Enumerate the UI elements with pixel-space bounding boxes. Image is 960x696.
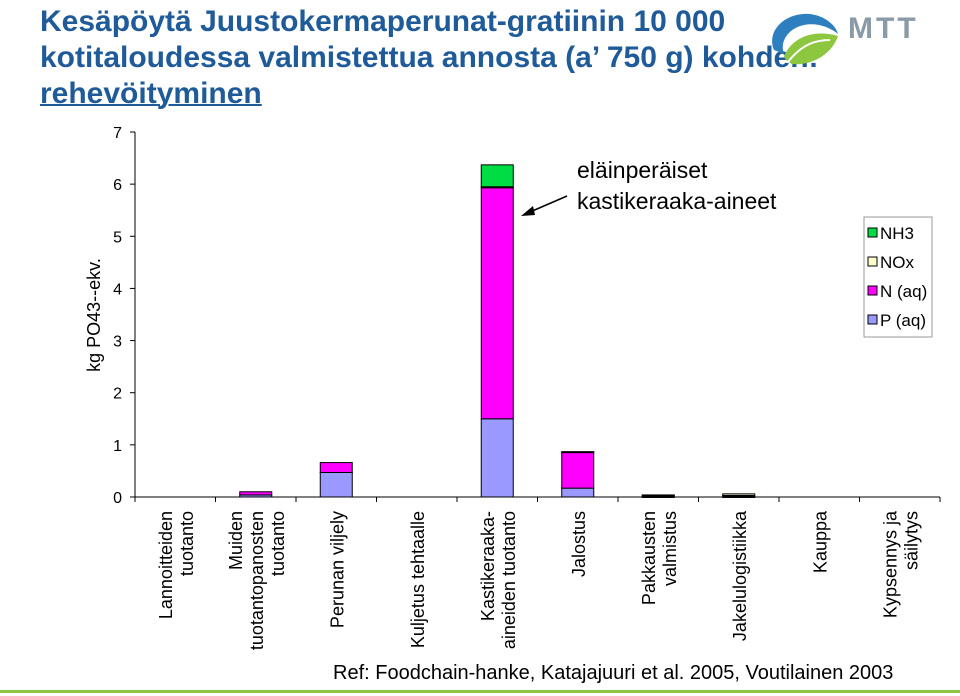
x-category-label: tuotanto — [268, 511, 288, 576]
title-line-2: kotitaloudessa valmistettua annosta (a’ … — [40, 41, 819, 74]
mtt-logo-text: MTT — [848, 12, 919, 45]
y-tick-label: 4 — [113, 281, 122, 298]
bar-segment-n-aq — [480, 187, 514, 420]
annotation-arrow-line — [529, 195, 568, 213]
y-tick-label: 1 — [113, 438, 122, 455]
reference-note: Ref: Foodchain-hanke, Katajajuuri et al.… — [333, 662, 894, 684]
legend-swatch — [867, 285, 878, 296]
annotation-arrow-head — [521, 206, 535, 216]
legend-swatch — [867, 314, 878, 325]
bar-segment-p-aq — [319, 471, 353, 498]
legend-label: N (aq) — [880, 282, 927, 301]
y-tick-label: 2 — [113, 386, 122, 403]
bar-segment-n-aq — [239, 491, 273, 496]
x-category-label: Kastikeraaka- — [478, 511, 498, 621]
bar-segment-p-aq — [561, 487, 595, 498]
x-category-label: Lannoitteiden — [156, 511, 176, 619]
bar-segment-nox — [641, 494, 675, 497]
leaf-swirl-logo-icon — [772, 13, 838, 65]
x-category-label: Muiden — [226, 511, 246, 570]
y-axis-label: kg PO43--ekv. — [84, 258, 104, 372]
x-category-label: valmistus — [660, 511, 680, 586]
legend-label: P (aq) — [880, 311, 926, 330]
annotation-line-2: kastikeraaka-aineet — [577, 188, 777, 214]
y-tick-label: 5 — [113, 229, 122, 246]
bar-segment-n-aq — [319, 462, 353, 473]
y-tick-label: 3 — [113, 334, 122, 351]
x-category-label: Kypsennys ja — [880, 510, 900, 618]
page-title: Kesäpöytä Juustokermaperunat-gratiinin 1… — [40, 4, 920, 112]
bar-segment-p-aq — [480, 418, 514, 498]
x-category-label: Kauppa — [810, 510, 830, 573]
x-category-label: tuotanto — [177, 511, 197, 576]
footer-divider — [0, 690, 960, 693]
y-tick-label: 6 — [113, 177, 122, 194]
bar-segment-nh3 — [480, 164, 514, 188]
bar-segment-n-aq — [561, 451, 595, 489]
x-category-label: aineiden tuotanto — [499, 511, 519, 649]
legend-swatch — [867, 256, 878, 267]
y-tick-label: 0 — [113, 490, 122, 507]
title-line-1: Kesäpöytä Juustokermaperunat-gratiinin 1… — [40, 5, 726, 38]
title-line-3: rehevöityminen — [40, 77, 262, 110]
x-category-label: Jalostus — [569, 511, 589, 577]
x-category-label: Kuljetus tehtaalle — [408, 511, 428, 648]
x-category-label: Perunan viljely — [327, 511, 347, 628]
x-category-label: Jakelulogistiikka — [730, 510, 750, 641]
legend-label: NH3 — [880, 224, 914, 243]
legend-label: NOx — [880, 253, 915, 272]
y-tick-label: 7 — [113, 125, 122, 142]
bar-segment-nox — [561, 451, 595, 454]
x-category-label: tuotantopanosten — [247, 511, 267, 650]
x-category-label: säilytys — [901, 511, 921, 570]
x-category-label: Pakkausten — [639, 511, 659, 605]
bar-segment-nox — [722, 493, 756, 496]
annotation-line-1: eläinperäiset — [577, 157, 708, 183]
legend-swatch — [867, 227, 878, 238]
